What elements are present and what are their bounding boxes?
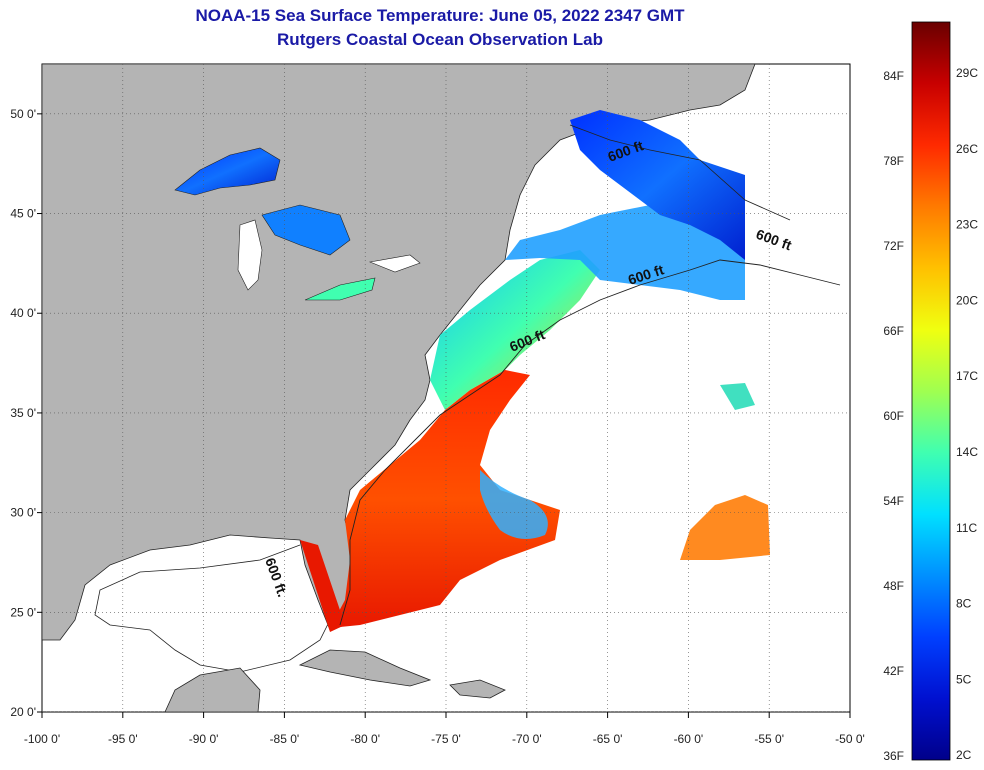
colorbar-f-label: 60F xyxy=(883,409,904,423)
x-tick-label: -70 0' xyxy=(512,732,542,746)
x-tick-label: -50 0' xyxy=(835,732,865,746)
y-tick-label: 20 0' xyxy=(10,705,36,719)
colorbar-strip xyxy=(911,21,951,761)
colorbar-f-label: 48F xyxy=(883,579,904,593)
y-tick-label: 35 0' xyxy=(10,406,36,420)
y-tick-label: 40 0' xyxy=(10,306,36,320)
colorbar-f-label: 42F xyxy=(883,664,904,678)
colorbar-c-label: 20C xyxy=(956,293,978,307)
x-tick-label: -95 0' xyxy=(108,732,138,746)
sst-florida-strip xyxy=(300,540,345,632)
colorbar-f-label: 54F xyxy=(883,494,904,508)
y-tick-label: 25 0' xyxy=(10,605,36,619)
x-tick-label: -100 0' xyxy=(24,732,60,746)
sst-eddy xyxy=(480,470,548,539)
sst-midatlantic xyxy=(430,250,600,410)
land-yucatan xyxy=(164,667,261,712)
colorbar-f-label: 66F xyxy=(883,324,904,338)
colorbar-f-label: 78F xyxy=(883,154,904,168)
sst-warm-region xyxy=(330,370,560,628)
lake-superior xyxy=(174,147,281,196)
sst-east-patch xyxy=(680,495,770,560)
x-tick-label: -65 0' xyxy=(593,732,623,746)
colorbar-c-label: 5C xyxy=(956,672,972,686)
x-tick-label: -55 0' xyxy=(754,732,784,746)
y-tick-label: 45 0' xyxy=(10,207,36,221)
x-tick-label: -85 0' xyxy=(270,732,300,746)
gulf-600ft-contour xyxy=(94,544,331,673)
colorbar-c-label: 8C xyxy=(956,597,972,611)
sst-east-patch-small xyxy=(720,383,755,410)
y-tick-label: 50 0' xyxy=(10,107,36,121)
x-tick-label: -60 0' xyxy=(674,732,704,746)
atlantic-600ft-contour xyxy=(339,259,841,626)
map-subtitle: Rutgers Coastal Ocean Observation Lab xyxy=(277,30,603,49)
colorbar-c-label: 23C xyxy=(956,218,978,232)
x-tick-label: -80 0' xyxy=(350,732,380,746)
colorbar-f-label: 84F xyxy=(883,69,904,83)
colorbar-c-label: 11C xyxy=(956,521,977,535)
colorbar-c-label: 2C xyxy=(956,748,972,762)
colorbar-f-label: 72F xyxy=(883,239,904,253)
sst-stlawrence xyxy=(570,110,745,260)
lake-michigan xyxy=(237,219,263,291)
sst-scotian xyxy=(505,200,745,300)
lake-ontario xyxy=(368,254,421,273)
land-hispaniola xyxy=(449,679,506,699)
colorbar-c-label: 26C xyxy=(956,142,978,156)
colorbar-f-label: 36F xyxy=(883,749,904,763)
x-tick-label: -90 0' xyxy=(189,732,219,746)
lake-huron xyxy=(261,204,351,256)
x-tick-label: -75 0' xyxy=(431,732,461,746)
y-tick-label: 30 0' xyxy=(10,506,36,520)
lake-erie xyxy=(304,277,376,301)
colorbar-c-label: 14C xyxy=(956,445,978,459)
labrador-600ft-contour xyxy=(569,124,791,221)
colorbar-c-label: 29C xyxy=(956,66,978,80)
map-title: NOAA-15 Sea Surface Temperature: June 05… xyxy=(195,6,685,25)
colorbar-c-label: 17C xyxy=(956,369,978,383)
